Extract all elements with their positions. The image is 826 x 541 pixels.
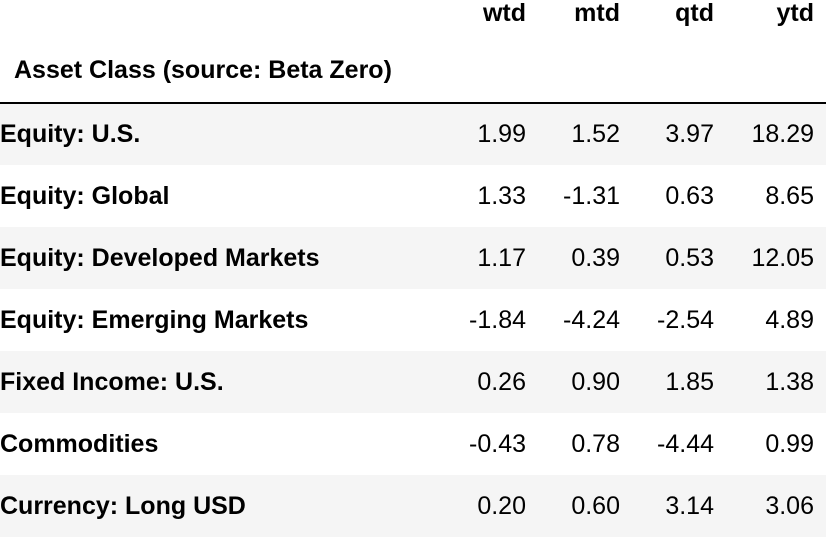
cell-qtd: -4.44: [657, 429, 714, 458]
cell-qtd: 3.97: [665, 120, 714, 148]
cell-wtd: 1.17: [477, 243, 526, 272]
column-header-mtd: mtd: [574, 0, 620, 27]
cell-mtd: 0.60: [571, 491, 620, 520]
row-label: Equity: U.S.: [0, 120, 141, 148]
cell-wtd: -1.84: [469, 305, 526, 334]
cell-ytd: 1.38: [765, 367, 814, 396]
row-label: Fixed Income: U.S.: [0, 367, 224, 396]
header-blank-cell: [0, 0, 436, 34]
cell-qtd: 0.53: [665, 243, 714, 272]
cell-wtd: -0.43: [469, 429, 526, 458]
column-header-wtd: wtd: [482, 0, 526, 27]
cell-qtd: -2.54: [657, 305, 714, 334]
row-label: Currency: Long USD: [0, 491, 246, 520]
cell-mtd: -4.24: [563, 305, 620, 334]
cell-ytd: 8.65: [765, 181, 814, 210]
cell-ytd: 0.99: [765, 429, 814, 458]
table-row: Equity: Global 1.33 -1.31 0.63 8.65: [0, 165, 826, 227]
index-header-blank: [632, 34, 726, 104]
row-label: Equity: Developed Markets: [0, 243, 320, 272]
cell-ytd: 18.29: [751, 120, 814, 148]
table-row: Equity: Emerging Markets -1.84 -4.24 -2.…: [0, 289, 826, 351]
table-row: Equity: Developed Markets 1.17 0.39 0.53…: [0, 227, 826, 289]
index-header-label: Asset Class (source: Beta Zero): [0, 34, 436, 104]
index-header-blank: [436, 34, 538, 104]
cell-ytd: 12.05: [751, 243, 814, 272]
table-row: Fixed Income: U.S. 0.26 0.90 1.85 1.38: [0, 351, 826, 413]
cell-mtd: -1.31: [563, 181, 620, 210]
cell-wtd: 1.99: [477, 120, 526, 148]
cell-mtd: 1.52: [571, 120, 620, 148]
cell-mtd: 0.39: [571, 243, 620, 272]
cell-qtd: 0.63: [665, 181, 714, 210]
cell-qtd: 1.85: [665, 367, 714, 396]
index-header-blank: [726, 34, 826, 104]
cell-qtd: 3.14: [665, 491, 714, 520]
row-label: Equity: Global: [0, 181, 170, 210]
cell-wtd: 0.26: [477, 367, 526, 396]
column-header-ytd: ytd: [776, 0, 815, 27]
table-header: wtd mtd qtd ytd Asset Class (source: Bet…: [0, 0, 826, 104]
index-header-blank: [538, 34, 632, 104]
index-header-row: Asset Class (source: Beta Zero): [0, 34, 826, 104]
cell-ytd: 3.06: [765, 491, 814, 520]
column-header-qtd: qtd: [675, 0, 714, 27]
table-row: Equity: U.S. 1.99 1.52 3.97 18.29: [0, 103, 826, 165]
cell-wtd: 0.20: [477, 491, 526, 520]
column-header-row: wtd mtd qtd ytd: [0, 0, 826, 34]
cell-ytd: 4.89: [765, 305, 814, 334]
table-row: Commodities -0.43 0.78 -4.44 0.99: [0, 413, 826, 475]
table-row: Currency: Long USD 0.20 0.60 3.14 3.06: [0, 475, 826, 537]
cell-mtd: 0.78: [571, 429, 620, 458]
cell-mtd: 0.90: [571, 367, 620, 396]
table-body: Equity: U.S. 1.99 1.52 3.97 18.29 Equity…: [0, 103, 826, 537]
cell-wtd: 1.33: [477, 181, 526, 210]
row-label: Commodities: [0, 429, 159, 458]
row-label: Equity: Emerging Markets: [0, 305, 309, 334]
